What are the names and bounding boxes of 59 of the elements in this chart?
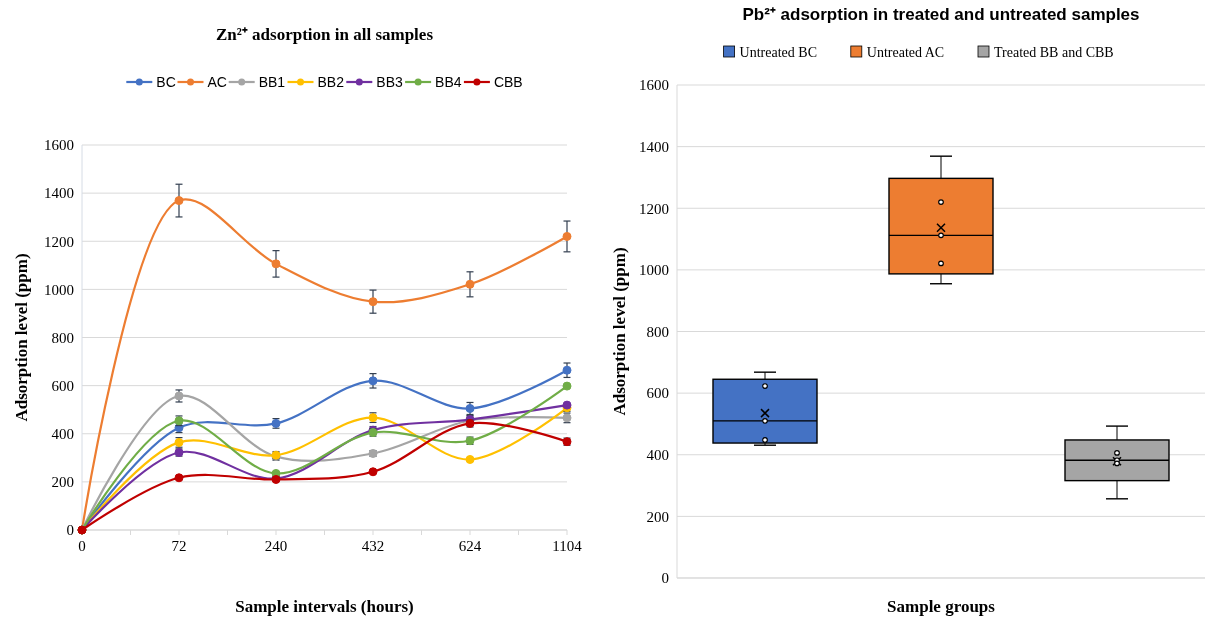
y-tick-label: 400 [646, 447, 669, 463]
x-tick-label: 432 [361, 538, 385, 554]
y-tick-label: 1000 [639, 262, 669, 279]
legend-label: Treated BB and CBB [994, 44, 1114, 60]
x-tick-label: 624 [458, 538, 482, 554]
legend-label: AC [207, 73, 227, 90]
point [368, 376, 378, 386]
y-tick-label: 800 [51, 329, 74, 346]
legend-label: BB1 [258, 73, 286, 90]
y-tick-label: 1200 [639, 200, 669, 217]
legend-label: BB4 [435, 73, 462, 90]
point [1114, 450, 1120, 456]
point [562, 365, 572, 375]
y-tick-label: 1200 [44, 233, 74, 250]
point [368, 467, 378, 477]
y-tick-label: 200 [646, 508, 669, 525]
point [368, 297, 378, 307]
x-tick-label: 240 [264, 538, 288, 554]
y-tick-label: 1600 [639, 77, 669, 94]
x-tick-label: 1104 [552, 538, 583, 554]
x-axis-title: Sample groups [887, 597, 996, 616]
legend-label: Untreated BC [739, 44, 817, 60]
legend-label: BB3 [376, 73, 403, 90]
y-axis-title: Adsorption level (ppm) [12, 253, 31, 422]
legend-label: CBB [493, 73, 523, 90]
point [174, 196, 184, 206]
point [271, 259, 281, 269]
y-tick-label: 800 [646, 323, 669, 340]
y-tick-label: 400 [51, 426, 74, 442]
point [174, 473, 184, 483]
point [938, 260, 944, 267]
legend-label: BC [156, 73, 176, 90]
point [938, 232, 944, 239]
x-axis-title: Sample intervals (hours) [235, 597, 414, 616]
legend-label: BB2 [317, 73, 345, 90]
point [562, 381, 572, 391]
y-tick-label: 200 [51, 474, 74, 491]
y-tick-label: 0 [66, 522, 74, 539]
x-tick-label: 72 [171, 538, 187, 554]
y-tick-label: 600 [646, 385, 669, 402]
legend-label: Untreated AC [866, 44, 945, 60]
y-tick-label: 0 [661, 570, 669, 587]
y-tick-label: 1400 [639, 138, 669, 155]
point [762, 383, 768, 389]
y-tick-label: 1000 [44, 281, 74, 298]
point [465, 279, 475, 289]
y-tick-label: 600 [51, 377, 74, 394]
point [762, 437, 768, 443]
chart-title: Zn²⁺ adsorption in all samples [215, 25, 434, 44]
point [465, 455, 475, 464]
point [562, 231, 572, 241]
point [465, 403, 475, 413]
point [762, 417, 768, 424]
chart-title: Pb²⁺ adsorption in treated and untreated samples [742, 5, 1140, 24]
y-axis-title: Adsorption level (ppm) [610, 247, 629, 416]
point [938, 199, 944, 205]
x-tick-label: 0 [78, 538, 86, 554]
y-tick-label: 1600 [44, 137, 74, 154]
y-tick-label: 1400 [44, 185, 74, 202]
